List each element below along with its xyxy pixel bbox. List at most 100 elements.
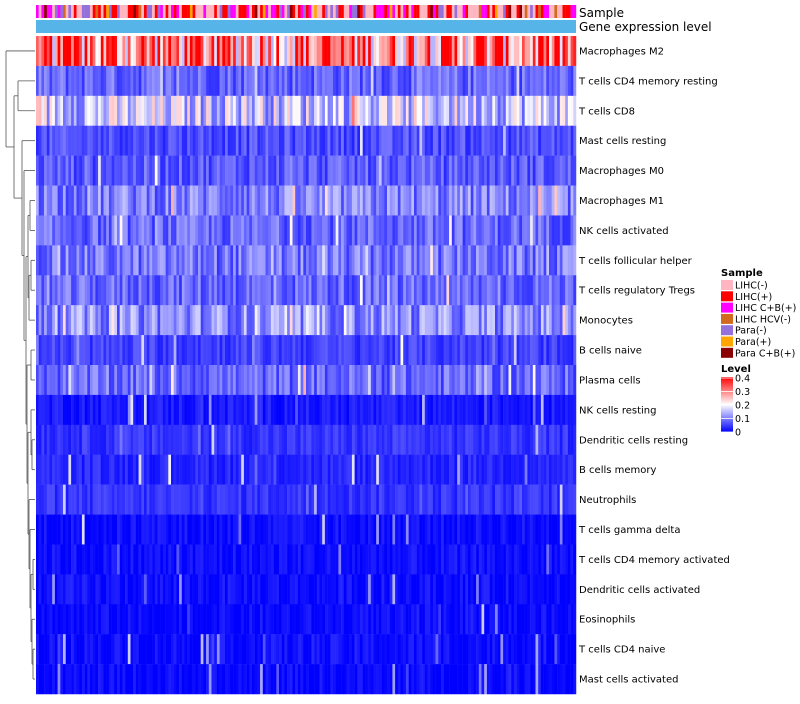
heatmap-cell [214,155,218,186]
heatmap-cell [303,365,307,396]
heatmap-cell [392,604,396,635]
heatmap-cell [200,245,204,276]
heatmap-cell [451,245,455,276]
heatmap-cell [397,664,401,695]
heatmap-cell [281,664,285,695]
heatmap-cell [492,36,496,67]
heatmap-cell [300,245,304,276]
heatmap-cell [476,155,480,186]
heatmap-cell [230,305,234,336]
heatmap-cell [268,275,272,306]
legend-level-tick-label: 0.4 [735,374,750,385]
heatmap-cell [403,65,407,97]
sample-annotation-cell [505,5,509,18]
sample-annotation-cell [484,5,488,18]
heatmap-cell [462,394,466,426]
heatmap-cell [295,305,299,336]
sample-annotation-cell [206,5,209,18]
heatmap-cell [322,275,326,306]
heatmap-cell [54,394,58,426]
heatmap-cell [322,365,326,396]
heatmap-cell [457,484,461,515]
heatmap-cell [389,484,393,515]
heatmap-cell [524,484,528,515]
heatmap-cell [470,544,474,575]
heatmap-cell [500,65,504,97]
heatmap-cell [397,544,401,575]
heatmap-cell [254,95,258,126]
heatmap-cell [505,125,509,156]
heatmap-cell [295,335,299,366]
heatmap-cell [265,664,269,695]
heatmap-cell [241,544,245,575]
heatmap-cell [76,185,80,216]
heatmap-cell [387,664,390,695]
heatmap-cell [200,275,204,306]
heatmap-cell [451,484,455,515]
heatmap-cell [343,65,347,97]
heatmap-cell [206,574,210,605]
heatmap-cell [554,95,558,126]
heatmap-cell [562,335,566,366]
heatmap-cell [551,514,555,545]
heatmap-cell [243,484,247,515]
heatmap-cell [279,544,282,575]
heatmap-cell [225,574,228,605]
heatmap-cell [100,335,104,366]
heatmap-cell [195,574,199,605]
heatmap-cell [233,634,237,665]
heatmap-cell [338,634,342,665]
heatmap-cell [222,155,226,186]
heatmap-cell [103,484,107,515]
heatmap-cell [319,634,323,665]
heatmap-cell [273,215,277,246]
heatmap-cell [227,394,231,426]
heatmap-cell [306,604,309,635]
heatmap-cell [516,365,520,396]
heatmap-cell [268,604,272,635]
heatmap-cell [187,65,191,97]
heatmap-cell [133,155,137,186]
heatmap-cell [289,215,293,246]
heatmap-cell [532,484,536,515]
heatmap-cell [157,574,161,605]
heatmap-cell [114,245,118,276]
heatmap-cell [52,604,56,635]
heatmap-cell [441,574,444,605]
heatmap-cell [249,424,253,455]
heatmap-cell [540,574,544,605]
heatmap-cell [92,424,96,455]
heatmap-cell [454,245,458,276]
heatmap-cell [341,95,345,126]
heatmap-cell [519,36,523,67]
sample-annotation-cell [160,5,164,18]
heatmap-cell [557,394,561,426]
heatmap-cell [565,634,569,665]
heatmap-cell [254,394,258,426]
heatmap-cell [273,95,277,126]
heatmap-cell [519,245,523,276]
heatmap-cell [138,454,142,485]
heatmap-cell [397,65,401,97]
sample-annotation-cell [565,5,569,18]
heatmap-cell [535,335,539,366]
heatmap-cell [495,394,498,426]
heatmap-cell [273,125,277,156]
heatmap-cell [378,125,382,156]
heatmap-cell [195,514,199,545]
heatmap-cell [543,574,547,605]
heatmap-cell [179,335,183,366]
heatmap-cell [157,544,161,575]
heatmap-cell [106,484,110,515]
heatmap-cell [387,604,390,635]
heatmap-cell [49,215,53,246]
sample-annotation-cell [478,5,482,18]
heatmap-cell [392,215,396,246]
heatmap-cell [216,155,220,186]
heatmap-cell [519,95,523,126]
heatmap-cell [430,275,434,306]
heatmap-cell [125,185,129,216]
heatmap-cell [360,155,363,186]
heatmap-cell [368,36,372,67]
heatmap-cell [71,454,75,485]
